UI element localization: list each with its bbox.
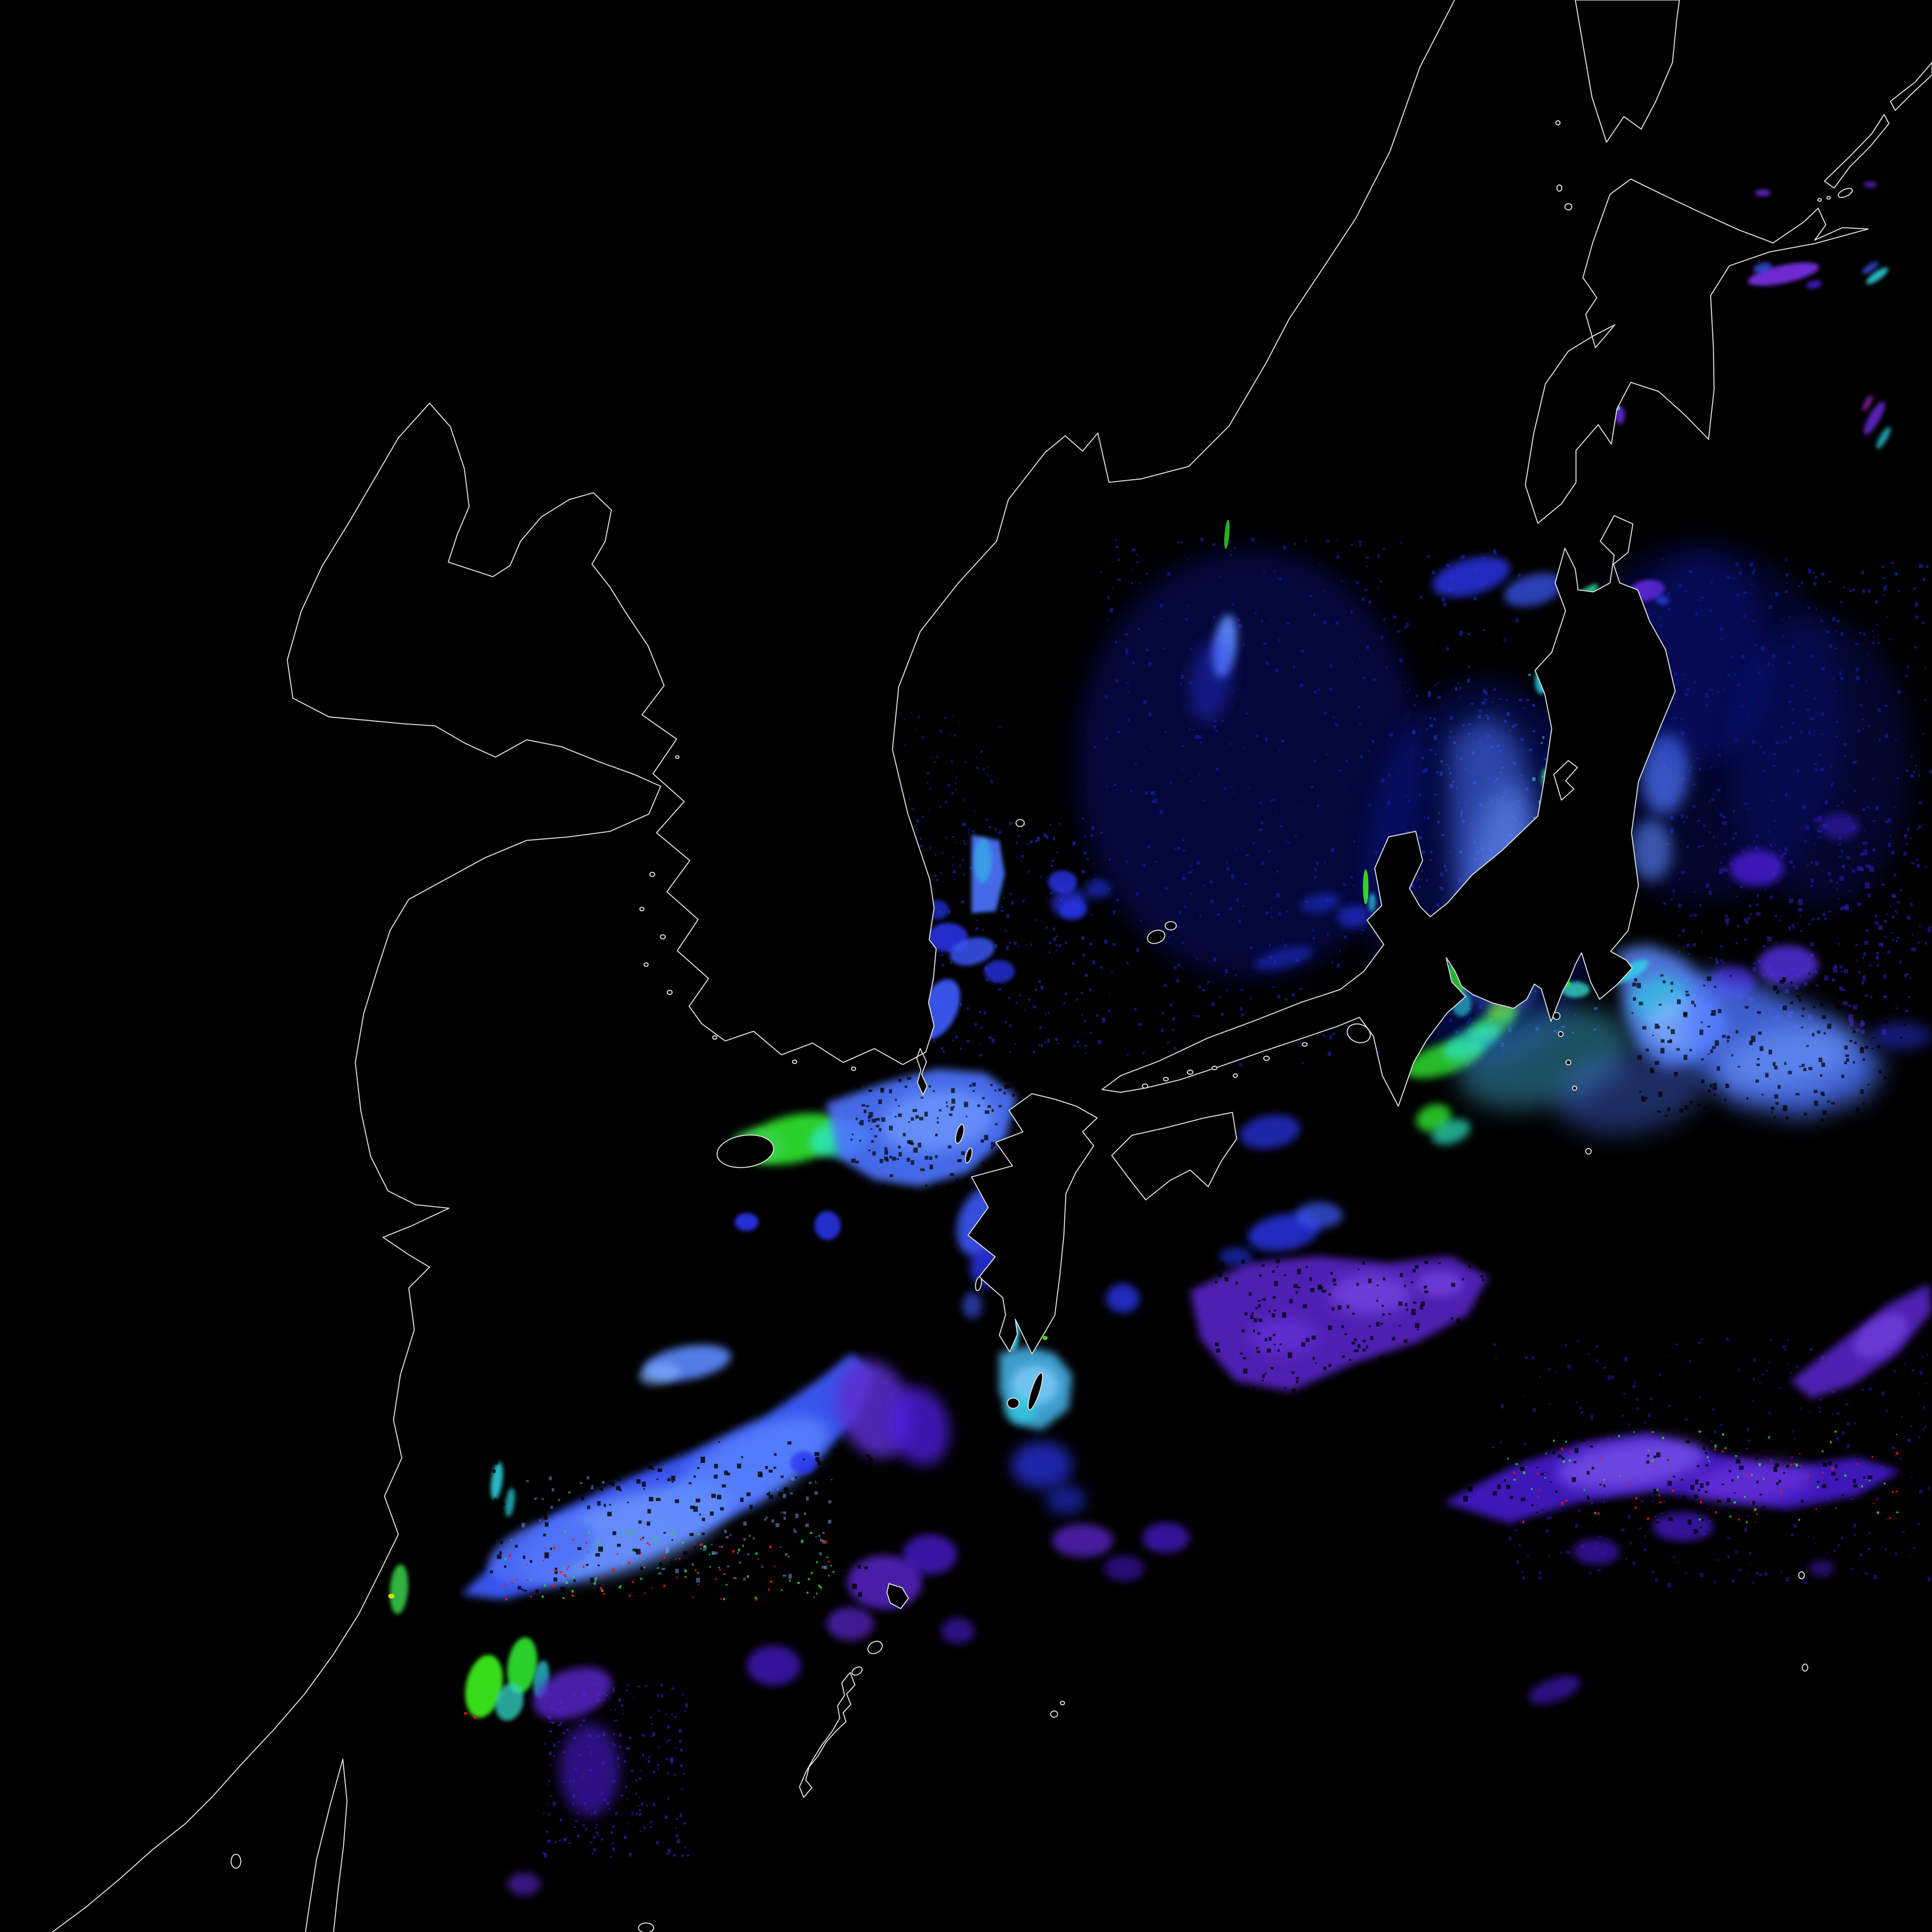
sakhalin xyxy=(1575,0,1680,143)
honshu xyxy=(1101,515,1676,1107)
shikoku xyxy=(1111,1112,1237,1201)
speckle-band-fringe-green xyxy=(1507,1430,1898,1524)
seto-isle-3 xyxy=(1187,1070,1194,1075)
speckle-over-layer xyxy=(116,673,1908,1842)
penghu-islands xyxy=(230,1854,242,1869)
habomai-2 xyxy=(1826,196,1831,200)
seto-isle-4 xyxy=(1211,1066,1218,1070)
yakushima xyxy=(1007,1397,1020,1409)
korea-west-isle-2 xyxy=(639,906,645,912)
china-mainland-coast xyxy=(51,403,662,1932)
speckle-yellow-sea-sparse xyxy=(884,711,1002,867)
oki-island-1 xyxy=(1147,930,1166,944)
speckle-ecs-cloud-holes xyxy=(486,1441,876,1602)
izu-oshima xyxy=(1553,1012,1561,1020)
pacific-purple-west xyxy=(1190,1256,1489,1391)
jeju-island xyxy=(716,1134,774,1168)
habomai-1 xyxy=(1817,198,1822,202)
korea-south-isle-3 xyxy=(851,1066,856,1071)
okinawa-island-landfill xyxy=(799,1672,855,1798)
moneron-island xyxy=(1555,120,1561,126)
miyako-island xyxy=(638,1922,655,1932)
hachijojima xyxy=(1585,1148,1592,1155)
kanto-pacific-swath xyxy=(1405,944,1932,1145)
taiwan-landfill xyxy=(305,1759,347,1932)
hokkaido-okhotsk-patches xyxy=(1748,181,1888,289)
seto-isle-7 xyxy=(1301,1042,1308,1047)
seto-isle-5 xyxy=(1233,1073,1238,1078)
shikoku-landfill xyxy=(1112,1112,1237,1200)
speckle-kanto-swath-holes xyxy=(1631,972,1908,1124)
ulleungdo xyxy=(1015,819,1025,827)
koshiki-island xyxy=(975,1276,982,1291)
korea-south-isle-2 xyxy=(792,1060,798,1064)
kyushu-landfill xyxy=(968,1094,1097,1354)
izu-island-4 xyxy=(1572,1085,1577,1091)
hokkaido xyxy=(1525,179,1869,524)
tokunoshima xyxy=(867,1641,883,1654)
korea-west-isle-3 xyxy=(660,934,666,940)
izu-island-3 xyxy=(1565,1060,1571,1066)
speckle-ecs-fringe-red xyxy=(504,1538,830,1601)
sakhalin-landfill xyxy=(1575,0,1680,143)
seto-isle-6 xyxy=(1263,1056,1270,1061)
awaji-island xyxy=(1347,1023,1371,1043)
ogasawara-2 xyxy=(1801,1663,1808,1672)
zhejiang-coastal-bloom xyxy=(388,1564,549,1721)
korea-primorye-coast xyxy=(641,0,1455,1065)
kunashir xyxy=(1824,114,1889,189)
korea-west-isle-1 xyxy=(649,872,655,877)
speckle-purple-west-holes xyxy=(1214,1259,1495,1394)
izu-island-2 xyxy=(1558,1031,1564,1037)
korea-west-isle-4 xyxy=(643,962,649,967)
goto-island-1 xyxy=(955,1124,965,1144)
speckle-ecs-fringe-green xyxy=(504,1530,835,1600)
taiwan xyxy=(305,1759,348,1932)
okinoerabu xyxy=(851,1666,863,1676)
honshu-landfill xyxy=(1102,515,1675,1106)
rishiri-island xyxy=(1564,203,1573,211)
speckle-band-fringe-red xyxy=(1492,1447,1898,1524)
amami-oshima xyxy=(886,1583,909,1609)
tsushima-island-landfill xyxy=(917,1048,927,1095)
seto-isle-2 xyxy=(1163,1077,1169,1082)
speckle-purple-band-holes xyxy=(1463,1437,1907,1534)
iturup-landfill xyxy=(1890,62,1932,111)
hokkaido-landfill xyxy=(1525,179,1868,524)
daito-island-1 xyxy=(1050,1710,1058,1718)
shikoku-south-blue xyxy=(1219,1114,1343,1267)
seto-isle-1 xyxy=(1141,1083,1148,1089)
daito-island-2 xyxy=(1060,1701,1065,1706)
tsushima-island xyxy=(916,1048,928,1096)
korea-west-isle-5 xyxy=(667,990,673,995)
kyushu xyxy=(968,1093,1098,1355)
korea-primorye-coast-landfill xyxy=(642,0,1455,1065)
ogasawara-1 xyxy=(1798,1571,1805,1580)
oki-island-2 xyxy=(1165,921,1177,930)
sado-island xyxy=(1553,760,1578,801)
tanegashima xyxy=(1027,1372,1043,1411)
okinawa-island xyxy=(799,1672,855,1798)
china-mainland-coast-landfill xyxy=(0,0,661,1932)
bohai-isle xyxy=(675,755,680,759)
goto-island-2 xyxy=(965,1147,973,1163)
korea-south-isle-1 xyxy=(712,1035,718,1040)
rebun-island xyxy=(1556,184,1563,192)
shikotan xyxy=(1837,188,1853,198)
